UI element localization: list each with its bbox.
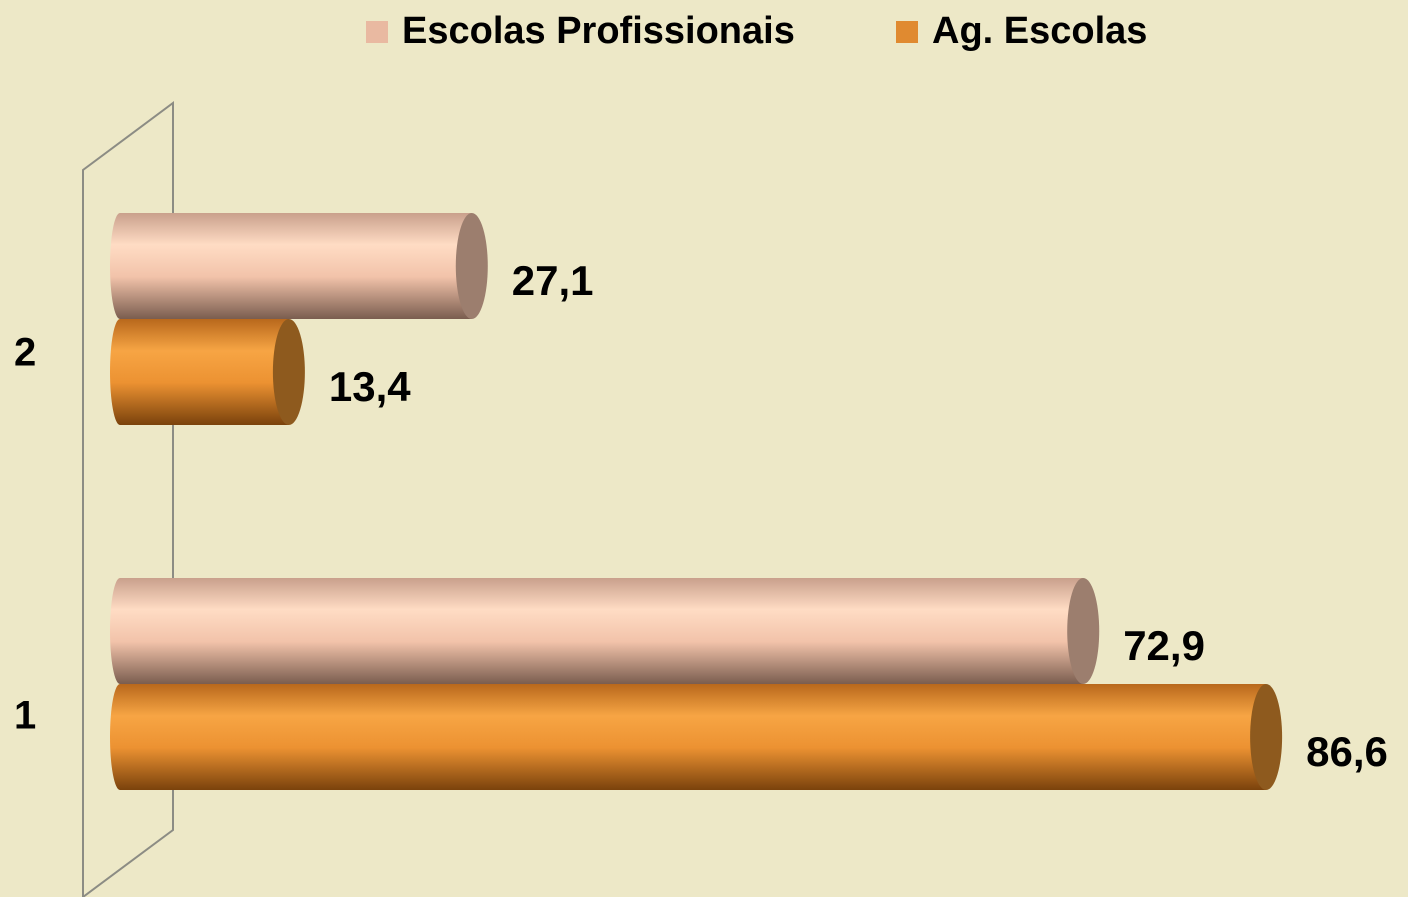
bar (120, 213, 472, 319)
category-label: 1 (14, 694, 36, 738)
bar (120, 319, 289, 425)
legend-label: Ag. Escolas (932, 10, 1147, 52)
data-label: 13,4 (329, 363, 411, 410)
bar-cap (455, 213, 488, 319)
bar-cap (272, 319, 305, 425)
legend-swatch (896, 21, 918, 43)
data-label: 27,1 (512, 257, 594, 304)
bar (120, 578, 1084, 684)
legend-label: Escolas Profissionais (402, 10, 795, 52)
bar (120, 684, 1267, 790)
data-label: 86,6 (1306, 728, 1388, 775)
back-wall (82, 101, 174, 897)
category-label: 2 (14, 331, 36, 375)
bar-cap (1250, 684, 1283, 790)
legend-swatch (366, 21, 388, 43)
bar-cap (1067, 578, 1100, 684)
data-label: 72,9 (1123, 622, 1205, 669)
